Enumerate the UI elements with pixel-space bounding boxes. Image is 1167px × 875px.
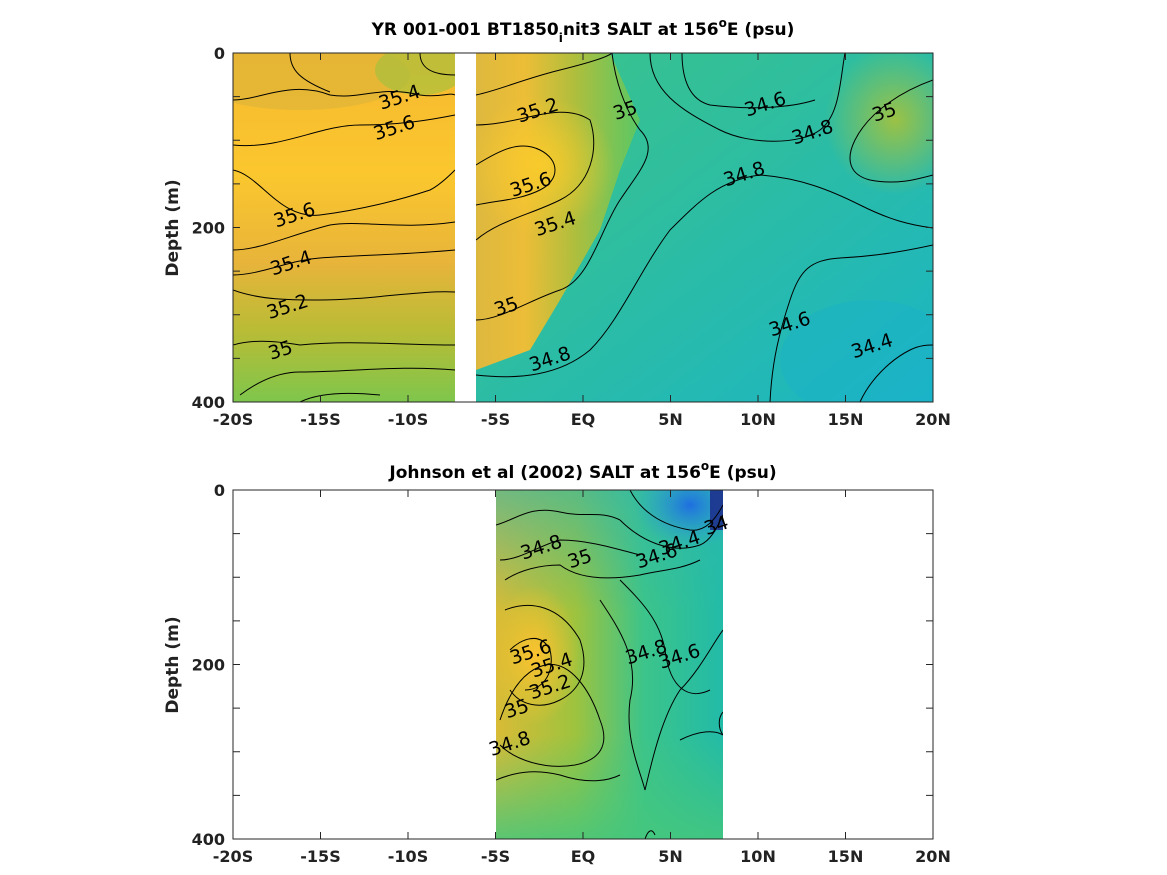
y-tick-label: 400: [192, 830, 225, 849]
y-tick-label: 200: [192, 656, 225, 675]
x-tick-label: EQ: [571, 847, 596, 866]
y-tick-label: 200: [192, 219, 225, 238]
x-tick-label: 10N: [740, 847, 776, 866]
x-tick-label: EQ: [571, 410, 596, 429]
bottom-contour-lines: [496, 490, 723, 839]
top-data-gap: [455, 53, 476, 402]
bottom-y-axis-label: Depth (m): [163, 616, 183, 713]
top-chart-title: YR 001-001 BT1850init3 SALT at 156oE (ps…: [371, 16, 795, 45]
top-y-axis-label: Depth (m): [163, 179, 183, 276]
x-tick-label: 15N: [828, 410, 864, 429]
x-tick-label: -5S: [481, 410, 510, 429]
x-tick-label: 5N: [658, 847, 683, 866]
x-tick-label: -20S: [213, 410, 253, 429]
y-tick-label: 0: [214, 44, 225, 63]
x-tick-label: 15N: [828, 847, 864, 866]
x-tick-label: 20N: [915, 410, 951, 429]
x-tick-label: 20N: [915, 847, 951, 866]
top-contour-lines: [233, 53, 933, 402]
top-field-left: [233, 53, 455, 402]
bottom-chart-title: Johnson et al (2002) SALT at 156oE (psu): [388, 459, 776, 483]
x-tick-label: -15S: [300, 410, 340, 429]
x-tick-label: 10N: [740, 410, 776, 429]
y-tick-label: 0: [214, 481, 225, 500]
x-tick-label: -10S: [388, 410, 428, 429]
x-tick-label: -5S: [481, 847, 510, 866]
x-tick-label: -10S: [388, 847, 428, 866]
x-tick-label: -20S: [213, 847, 253, 866]
y-tick-label: 400: [192, 393, 225, 412]
x-tick-label: -15S: [300, 847, 340, 866]
x-tick-label: 5N: [658, 410, 683, 429]
